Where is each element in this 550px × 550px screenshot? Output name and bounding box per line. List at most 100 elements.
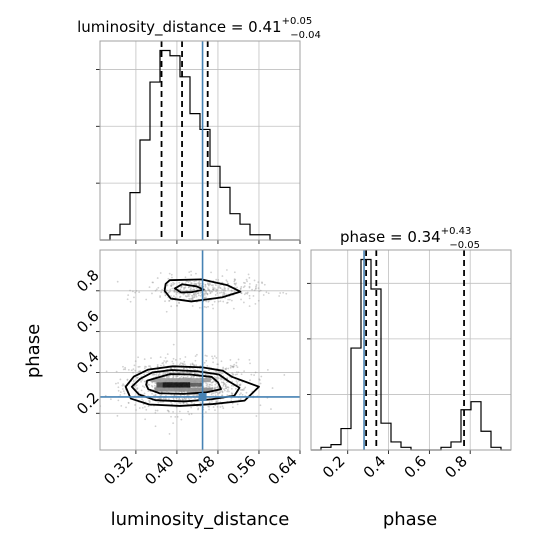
scatter-point — [168, 398, 170, 401]
scatter-point — [122, 390, 125, 393]
scatter-point — [192, 367, 195, 370]
scatter-point — [239, 384, 242, 387]
scatter-point — [192, 293, 195, 296]
scatter-point — [121, 388, 124, 390]
scatter-point — [164, 300, 166, 303]
scatter-point — [193, 364, 196, 367]
scatter-point — [226, 302, 228, 304]
scatter-point — [282, 291, 285, 294]
scatter-point — [222, 292, 225, 294]
scatter-point — [244, 386, 247, 389]
scatter-point — [151, 281, 154, 284]
scatter-point — [191, 289, 194, 292]
scatter-point — [233, 271, 236, 274]
scatter-point — [250, 373, 253, 376]
density-cell-1 — [151, 378, 211, 383]
scatter-point — [170, 283, 173, 285]
scatter-point — [170, 295, 172, 297]
scatter-point — [171, 360, 174, 363]
scatter-point — [174, 416, 177, 418]
scatter-point — [178, 398, 181, 401]
scatter-point — [168, 272, 171, 275]
scatter-point — [253, 374, 255, 376]
scatter-point — [212, 288, 215, 291]
scatter-point — [156, 277, 159, 279]
scatter-point — [182, 364, 185, 366]
xtick-label-1: 0.4 — [360, 452, 390, 482]
scatter-point — [94, 379, 96, 381]
scatter-point — [198, 283, 201, 286]
scatter-point — [160, 291, 163, 294]
scatter-point — [134, 404, 137, 406]
scatter-point — [141, 385, 144, 387]
scatter-point — [183, 286, 185, 289]
scatter-point — [222, 407, 225, 410]
scatter-point — [144, 365, 146, 368]
scatter-point — [232, 373, 235, 376]
scatter-point — [212, 381, 214, 383]
scatter-point — [191, 362, 194, 365]
scatter-point — [237, 371, 240, 374]
scatter-point — [196, 292, 199, 295]
panel-luminosity-distance-histogram — [96, 40, 301, 244]
scatter-point — [188, 371, 191, 374]
scatter-point — [248, 285, 251, 288]
scatter-point — [180, 286, 183, 289]
scatter-point — [212, 284, 214, 287]
scatter-point — [105, 370, 108, 373]
scatter-point — [243, 370, 246, 373]
scatter-point — [117, 386, 120, 389]
scatter-point — [125, 406, 127, 409]
scatter-point — [193, 402, 196, 405]
scatter-point — [233, 279, 236, 282]
scatter-point — [248, 305, 251, 308]
scatter-point — [220, 390, 223, 392]
scatter-point — [179, 357, 182, 360]
scatter-point — [176, 371, 179, 374]
scatter-point — [172, 422, 175, 425]
scatter-point — [172, 411, 174, 413]
scatter-point — [119, 391, 122, 394]
scatter-point — [251, 288, 253, 291]
scatter-point — [193, 293, 195, 296]
scatter-point — [141, 398, 143, 401]
scatter-point — [184, 295, 187, 297]
scatter-point — [164, 294, 167, 296]
scatter-point — [254, 302, 257, 305]
scatter-point — [134, 360, 137, 363]
scatter-point — [257, 281, 260, 284]
scatter-point — [208, 289, 211, 292]
scatter-point — [186, 371, 189, 374]
scatter-point — [172, 283, 175, 286]
scatter-point — [137, 356, 140, 359]
scatter-point — [153, 373, 155, 376]
scatter-point — [205, 296, 207, 299]
scatter-point — [151, 385, 154, 388]
scatter-point — [143, 367, 146, 370]
ytick-label-2: 0.6 — [73, 307, 103, 337]
scatter-point — [189, 280, 191, 282]
scatter-point — [122, 368, 125, 371]
scatter-point — [237, 380, 240, 382]
scatter-point — [209, 384, 211, 386]
scatter-point — [154, 393, 157, 396]
scatter-point — [188, 298, 190, 300]
scatter-point — [155, 288, 158, 291]
scatter-point — [220, 372, 223, 375]
scatter-point — [129, 289, 131, 292]
scatter-point — [161, 362, 164, 365]
scatter-point — [124, 368, 127, 371]
scatter-point — [193, 296, 196, 298]
scatter-point — [211, 399, 213, 402]
scatter-point — [240, 392, 242, 395]
scatter-point — [204, 289, 207, 292]
scatter-point — [121, 384, 124, 387]
scatter-point — [133, 364, 136, 367]
scatter-point — [194, 292, 197, 295]
scatter-point — [180, 418, 183, 421]
scatter-point — [179, 288, 182, 291]
scatter-point — [216, 288, 219, 291]
scatter-point — [260, 375, 263, 378]
scatter-point — [142, 400, 145, 402]
scatter-point — [145, 408, 148, 411]
